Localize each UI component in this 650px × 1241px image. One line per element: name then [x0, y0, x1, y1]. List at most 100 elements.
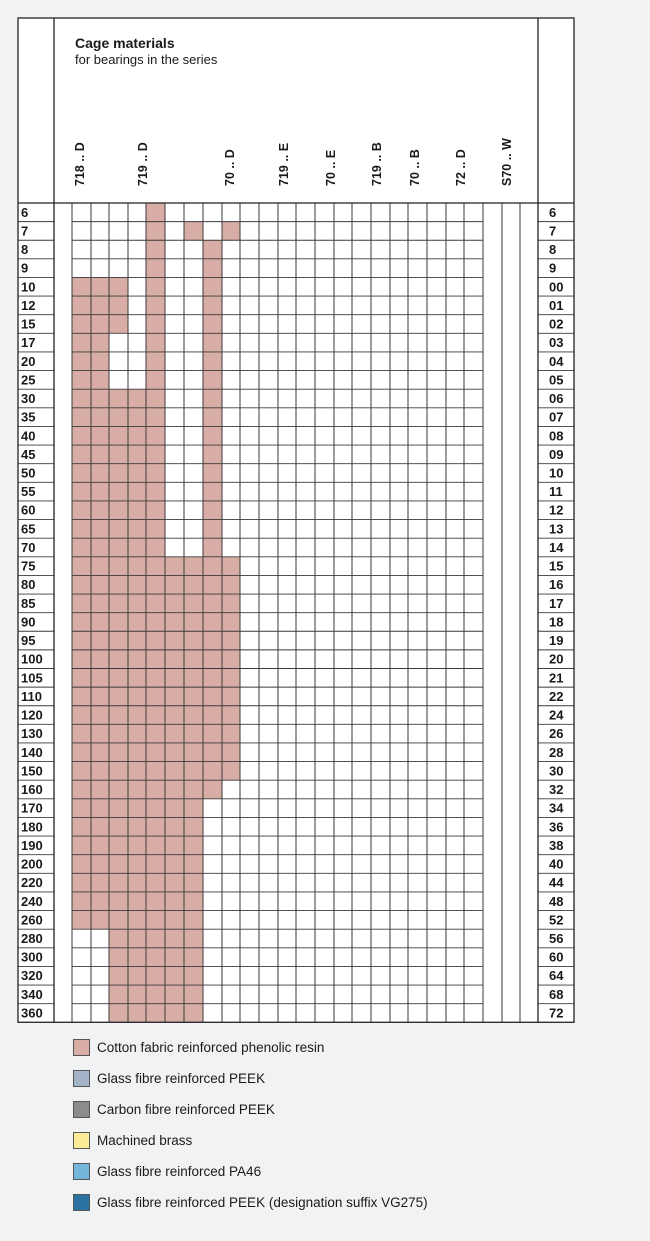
material-cell [146, 426, 165, 446]
material-cell [222, 705, 240, 725]
bore-code-label: 07 [549, 410, 563, 425]
material-cell [146, 500, 165, 520]
material-cell [165, 780, 184, 799]
bore-diameter-label: 17 [21, 335, 35, 350]
material-cell [203, 407, 222, 427]
material-cell [222, 724, 240, 743]
material-cell [146, 221, 165, 241]
material-cell [72, 649, 91, 669]
material-cell [128, 426, 146, 446]
bore-diameter-label: 15 [21, 317, 35, 332]
material-cell [146, 891, 165, 911]
material-cell [91, 687, 109, 706]
material-cell [72, 407, 91, 427]
material-cell [146, 538, 165, 557]
bore-diameter-label: 280 [21, 931, 43, 946]
material-cell [184, 556, 203, 576]
bore-code-label: 21 [549, 670, 563, 685]
bore-diameter-label: 105 [21, 670, 43, 685]
bore-diameter-label: 360 [21, 1005, 43, 1020]
bore-diameter-label: 130 [21, 726, 43, 741]
material-cell [72, 594, 91, 613]
chart-frame [17, 17, 575, 1023]
bore-diameter-label: 170 [21, 801, 43, 816]
bore-code-label: 22 [549, 689, 563, 704]
material-cell [184, 687, 203, 706]
material-cell [165, 761, 184, 781]
bore-code-label: 72 [549, 1005, 563, 1020]
legend-label: Carbon fibre reinforced PEEK [97, 1102, 275, 1117]
material-cell [184, 612, 203, 632]
series-label: 70 .. B [408, 149, 422, 186]
material-cell [184, 575, 203, 595]
material-cell [184, 705, 203, 725]
material-cell [128, 649, 146, 669]
material-cell [91, 836, 109, 855]
material-cell [146, 370, 165, 390]
legend-label: Machined brass [97, 1133, 193, 1148]
material-cell [146, 649, 165, 669]
material-cell [72, 333, 91, 352]
material-cell [128, 575, 146, 595]
material-cell [128, 854, 146, 874]
material-cell [128, 742, 146, 762]
series-label: 72 .. D [454, 149, 468, 186]
material-cell [109, 742, 128, 762]
material-cell [128, 687, 146, 706]
material-cell [72, 687, 91, 706]
material-cell [109, 612, 128, 632]
material-cell [165, 985, 184, 1004]
legend-swatch [73, 1163, 90, 1180]
bore-diameter-label: 140 [21, 745, 43, 760]
material-cell [146, 556, 165, 576]
bore-code-label: 44 [549, 875, 564, 890]
series-label: 719 .. E [277, 143, 291, 186]
material-cell [222, 649, 240, 669]
material-cell [146, 1003, 165, 1023]
bore-diameter-label: 110 [21, 689, 42, 704]
material-cell [109, 426, 128, 446]
bore-code-label: 68 [549, 987, 563, 1002]
material-cell [109, 296, 128, 315]
bore-diameter-label: 20 [21, 354, 35, 369]
material-cell [203, 351, 222, 371]
material-cell [165, 966, 184, 986]
bore-diameter-label: 95 [21, 633, 35, 648]
material-cell [146, 407, 165, 427]
material-cell [128, 724, 146, 743]
material-cell [91, 556, 109, 576]
material-cell [146, 258, 165, 278]
bore-code-label: 19 [549, 633, 563, 648]
bore-code-label: 48 [549, 894, 563, 909]
bore-code-label: 64 [549, 968, 564, 983]
material-cell [146, 854, 165, 874]
bore-diameter-label: 260 [21, 912, 43, 927]
material-cell [146, 351, 165, 371]
material-cell [146, 687, 165, 706]
material-cell [91, 649, 109, 669]
material-cell [146, 631, 165, 650]
material-cell [184, 724, 203, 743]
material-cell [128, 519, 146, 539]
material-cell [91, 575, 109, 595]
material-cell [91, 742, 109, 762]
bore-code-label: 32 [549, 782, 563, 797]
material-cell [222, 668, 240, 688]
material-cell [128, 966, 146, 986]
material-cell [203, 780, 222, 799]
bore-code-label: 10 [549, 465, 563, 480]
material-cell [109, 519, 128, 539]
bore-diameter-label: 55 [21, 484, 35, 499]
bore-code-label: 18 [549, 614, 563, 629]
material-cell [184, 910, 203, 930]
material-cell [109, 556, 128, 576]
material-cell [203, 612, 222, 632]
material-cell [91, 407, 109, 427]
material-cell [109, 910, 128, 930]
bore-diameter-label: 40 [21, 428, 35, 443]
bore-diameter-label: 240 [21, 894, 43, 909]
material-cell [109, 500, 128, 520]
material-cell [109, 817, 128, 837]
material-cell [203, 724, 222, 743]
material-cell [109, 929, 128, 948]
